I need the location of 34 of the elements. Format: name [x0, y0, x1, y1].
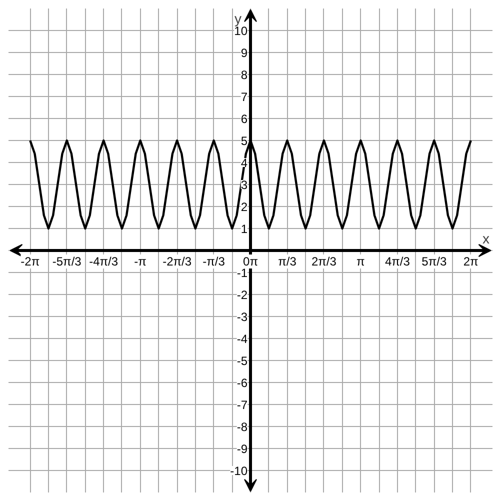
- y-tick-label: 4: [240, 156, 248, 170]
- y-tick-label: -3: [236, 310, 248, 324]
- y-tick-label: 6: [240, 112, 248, 126]
- y-tick-label: 9: [240, 46, 248, 60]
- x-tick-label: 4π/3: [384, 254, 410, 268]
- y-tick-label: 2: [240, 200, 248, 214]
- y-tick-label: -6: [236, 376, 248, 390]
- x-tick-label: -4π/3: [89, 254, 118, 268]
- y-tick-label: 1: [240, 222, 248, 236]
- x-axis-title: x: [482, 230, 490, 246]
- x-tick-label: 5π/3: [422, 254, 447, 268]
- y-tick-label: -10: [230, 464, 248, 478]
- x-tick-label: -2π/3: [162, 254, 192, 268]
- y-tick-label: -1: [236, 266, 248, 280]
- y-tick-label: 7: [240, 90, 248, 104]
- y-tick-label: -5: [236, 354, 248, 368]
- y-tick-label: -8: [236, 420, 248, 434]
- y-tick-label: -4: [236, 332, 248, 346]
- x-tick-label: -π/3: [202, 254, 226, 268]
- x-tick-label: -π: [134, 254, 146, 268]
- y-tick-label: 5: [240, 134, 248, 148]
- y-tick-label: -2: [236, 288, 248, 302]
- x-tick-label: π: [356, 254, 365, 268]
- y-tick-label: -7: [236, 398, 248, 412]
- x-tick-label: 0π: [243, 254, 258, 268]
- y-tick-label: 8: [240, 68, 248, 82]
- y-axis-title: y: [234, 10, 242, 26]
- x-tick-label: -2π: [20, 254, 40, 268]
- x-tick-label: 2π/3: [311, 254, 337, 268]
- y-tick-label: -9: [236, 442, 248, 456]
- x-tick-label: π/3: [278, 254, 297, 268]
- x-tick-label: -5π/3: [52, 254, 82, 268]
- x-tick-label: 2π: [463, 254, 478, 268]
- y-tick-label: 3: [240, 178, 248, 192]
